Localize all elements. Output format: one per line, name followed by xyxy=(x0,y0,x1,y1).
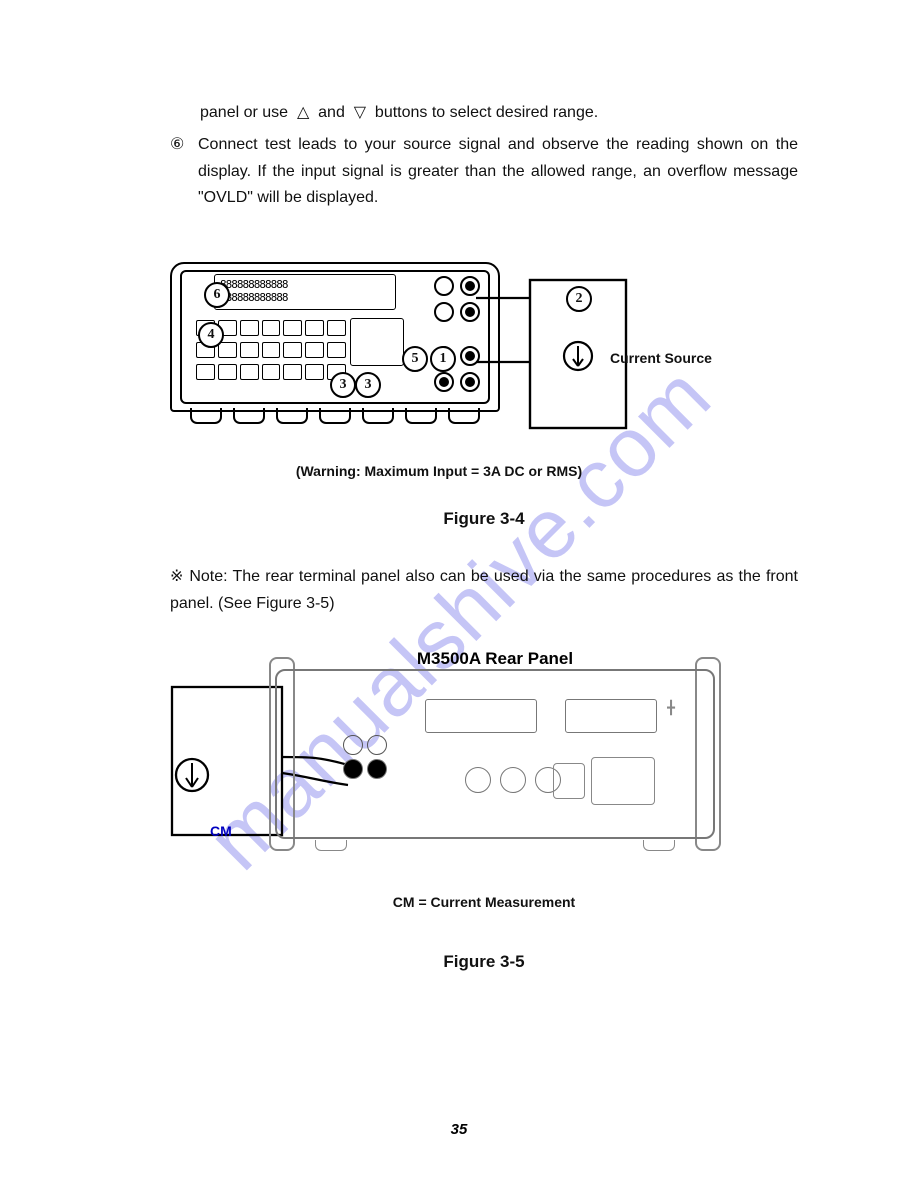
note-paragraph: ※ Note: The rear terminal panel also can… xyxy=(170,563,798,617)
page-content: panel or use △ and ▽ buttons to select d… xyxy=(0,0,918,976)
step-6-text: Connect test leads to your source signal… xyxy=(198,132,798,211)
callout-5: 5 xyxy=(402,346,428,372)
callout-2: 2 xyxy=(566,286,592,312)
figure-3-4-warning: (Warning: Maximum Input = 3A DC or RMS) xyxy=(80,460,798,483)
display-digits: 888888888888888888888888 xyxy=(220,278,287,304)
callout-4: 4 xyxy=(198,322,224,348)
rear-panel-drawing: M3500A Rear Panel ╋ xyxy=(275,647,715,857)
figure-3-4: 888888888888888888888888 xyxy=(170,262,798,452)
callout-3b: 3 xyxy=(355,372,381,398)
page-number: 35 xyxy=(0,1121,918,1138)
current-source-label: Current Source xyxy=(610,347,712,370)
figure-3-5: CM M3500A Rear Panel ╋ xyxy=(170,647,798,887)
callout-1: 1 xyxy=(430,346,456,372)
figure-3-4-caption: Figure 3-4 xyxy=(170,505,798,533)
cm-legend: CM = Current Measurement xyxy=(170,891,798,914)
front-panel-drawing: 888888888888888888888888 xyxy=(170,262,500,442)
cm-label: CM xyxy=(210,820,232,843)
step-6: ⑥ Connect test leads to your source sign… xyxy=(170,132,798,211)
intro-line: panel or use △ and ▽ buttons to select d… xyxy=(200,100,798,126)
callout-3a: 3 xyxy=(330,372,356,398)
callout-6: 6 xyxy=(204,282,230,308)
step-6-marker: ⑥ xyxy=(170,132,198,158)
figure-3-5-caption: Figure 3-5 xyxy=(170,948,798,976)
